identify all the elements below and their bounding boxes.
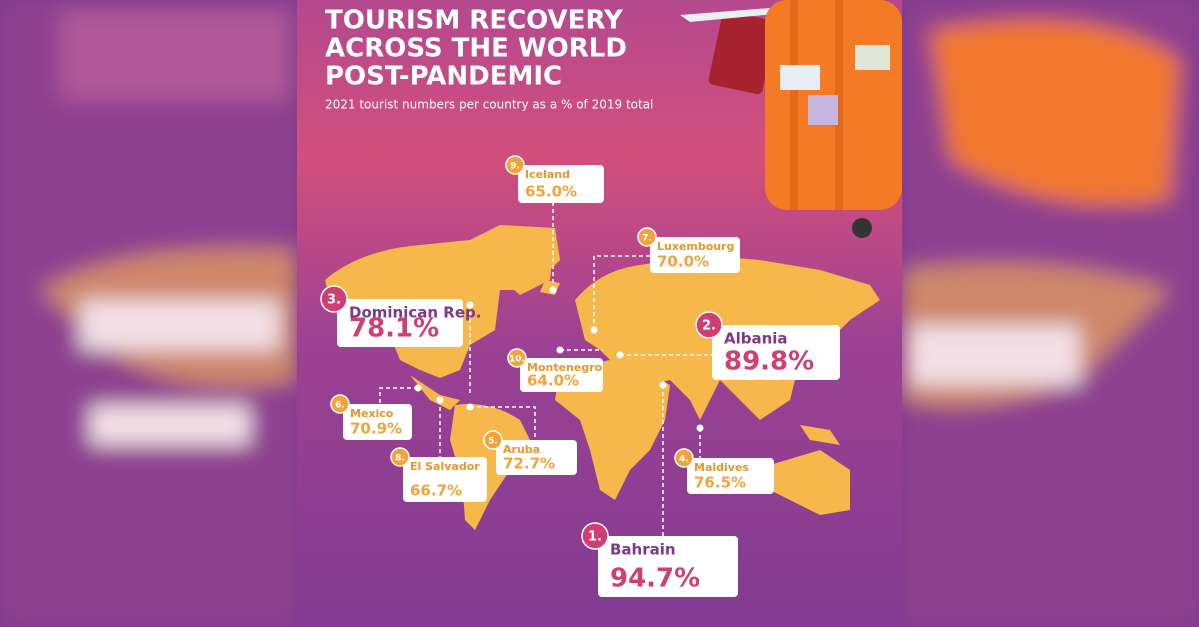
rank: 3. — [327, 293, 341, 308]
rank-badge — [695, 311, 723, 339]
rank-badge — [674, 448, 694, 468]
rank: 2. — [702, 319, 716, 334]
rank: 4. — [679, 455, 689, 465]
location-dot — [414, 384, 422, 392]
rank: 6. — [335, 401, 345, 411]
rank-badge — [507, 348, 527, 368]
callout-box — [650, 237, 740, 273]
location-dot — [549, 286, 557, 294]
callout-box — [496, 440, 577, 475]
rank: 7. — [642, 234, 652, 244]
rank-badge — [581, 522, 609, 550]
title-line: POST-PANDEMIC — [325, 62, 562, 92]
rank-badge — [390, 447, 410, 467]
rank: 10. — [509, 355, 525, 365]
country: Luxembourg — [657, 240, 734, 253]
leader-line — [470, 406, 536, 440]
location-dot — [436, 396, 444, 404]
rank-badge — [320, 285, 348, 313]
value: 66.7% — [410, 482, 462, 500]
country: Maldives — [694, 461, 749, 474]
callout-box — [518, 165, 604, 203]
value: 94.7% — [610, 564, 700, 594]
country: Bahrain — [610, 541, 676, 559]
country: Montenegro — [527, 361, 603, 374]
location-dot — [466, 403, 474, 411]
rank-badge — [483, 430, 503, 450]
callout-box — [520, 358, 603, 392]
callout-box — [687, 458, 774, 494]
country: Mexico — [350, 407, 394, 420]
rank: 1. — [588, 530, 602, 545]
location-dot — [696, 424, 704, 432]
rank-badge — [330, 394, 350, 414]
title-line: TOURISM RECOVERY — [325, 6, 624, 36]
country: El Salvador — [410, 460, 480, 473]
callout-box — [598, 536, 738, 597]
leader-line — [379, 387, 418, 404]
rank: 8. — [395, 454, 405, 464]
location-dot — [616, 351, 624, 359]
location-dot — [556, 346, 564, 354]
rank-badge — [505, 155, 525, 175]
value: 72.7% — [503, 455, 555, 473]
title-line: ACROSS THE WORLD — [325, 34, 627, 64]
rank: 9. — [510, 162, 520, 172]
location-dot — [466, 301, 474, 309]
value: 76.5% — [694, 474, 746, 492]
country: Aruba — [503, 443, 540, 456]
location-dot — [590, 326, 598, 334]
value: 78.1% — [349, 314, 439, 344]
country: Dominican Rep. — [349, 304, 481, 322]
travel-illustration — [680, 0, 902, 238]
value: 89.8% — [724, 347, 814, 377]
value: 65.0% — [525, 183, 577, 201]
leader-line — [593, 255, 650, 330]
rank-badge — [637, 227, 657, 247]
location-dot — [659, 381, 667, 389]
country: Albania — [724, 330, 788, 348]
value: 64.0% — [527, 372, 579, 390]
callout-box — [403, 457, 487, 502]
country: Iceland — [525, 168, 570, 181]
subtitle: 2021 tourist numbers per country as a % … — [325, 98, 653, 112]
callout-box — [712, 325, 840, 380]
callout-box — [337, 299, 463, 347]
value: 70.0% — [657, 253, 709, 271]
callout-box — [343, 404, 412, 440]
rank: 5. — [488, 437, 498, 447]
value: 70.9% — [350, 420, 402, 438]
